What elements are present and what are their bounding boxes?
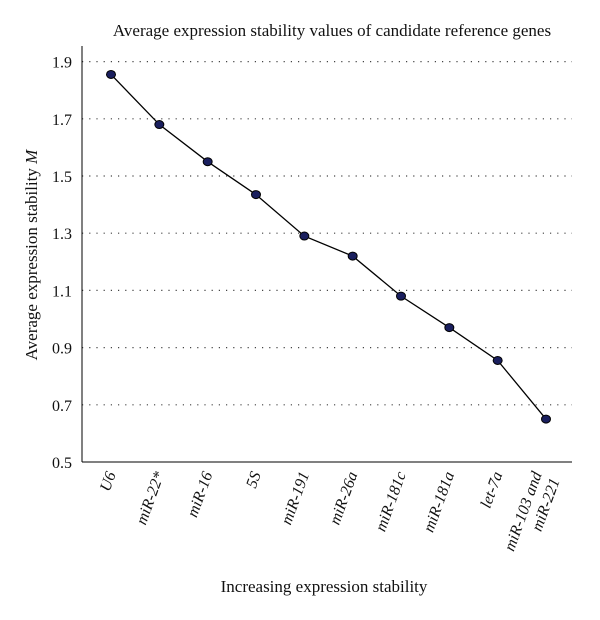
data-point (347, 251, 358, 261)
x-tick-labels: U6 miR-22* miR-16 5S miR-191 miR-26a miR-181c m… (97, 469, 564, 560)
x-tick-label-line: 5S (243, 470, 264, 491)
series-line (110, 74, 547, 420)
x-tick-label-line: miR-181a (421, 470, 459, 535)
data-point (396, 291, 406, 301)
x-tick-label: U6 (97, 470, 120, 494)
x-tick-label: miR-191 (278, 470, 313, 528)
y-axis-label-symbol: M (22, 149, 41, 165)
x-tick-label-line: miR-181c (373, 470, 410, 534)
data-point (444, 323, 455, 333)
data-point (541, 414, 551, 424)
y-tick-label: 1.7 (52, 112, 72, 129)
x-tick-label-line: U6 (97, 470, 120, 494)
y-tick-label: 0.7 (52, 398, 72, 415)
data-point (106, 69, 116, 79)
x-tick-label: miR-16 (184, 470, 216, 520)
x-axis-label: Increasing expression stability (221, 577, 428, 596)
y-tick-label: 1.3 (52, 226, 72, 243)
data-point (251, 190, 261, 200)
x-tick-label: let-7a (478, 470, 507, 511)
y-axis-label: Average expression stability M (22, 149, 41, 361)
x-tick-label-line: miR-191 (278, 470, 313, 528)
data-point (154, 120, 165, 130)
data-point (299, 231, 310, 241)
y-tick-label: 0.9 (52, 341, 72, 358)
data-point (492, 355, 503, 365)
x-tick-label: miR-26a (327, 470, 362, 528)
y-tick-labels: 1.9 1.7 1.5 1.3 1.1 0.9 0.7 0.5 (52, 55, 72, 472)
x-tick-label-line: miR-16 (184, 470, 216, 520)
y-tick-label: 1.1 (52, 283, 72, 300)
x-tick-label: 5S (243, 470, 264, 491)
series (106, 69, 551, 424)
y-tick-label: 0.5 (52, 455, 72, 472)
data-point (202, 157, 213, 167)
chart-title: Average expression stability values of c… (113, 21, 551, 40)
x-tick-label: miR-181a (421, 470, 459, 535)
grid-lines (82, 60, 572, 406)
x-tick-label-line: let-7a (478, 470, 507, 511)
y-tick-label: 1.9 (52, 55, 72, 72)
y-tick-label: 1.5 (52, 169, 72, 186)
x-tick-label: miR-22* (133, 470, 168, 528)
x-tick-label-line: miR-26a (327, 470, 362, 528)
axes (81, 46, 572, 463)
x-tick-label-line: miR-22* (133, 470, 168, 528)
x-tick-label: miR-181c (373, 470, 410, 534)
x-tick-label: miR-103 andmiR-221 (501, 469, 564, 560)
y-axis-label-text: Average expression stability (22, 168, 41, 361)
